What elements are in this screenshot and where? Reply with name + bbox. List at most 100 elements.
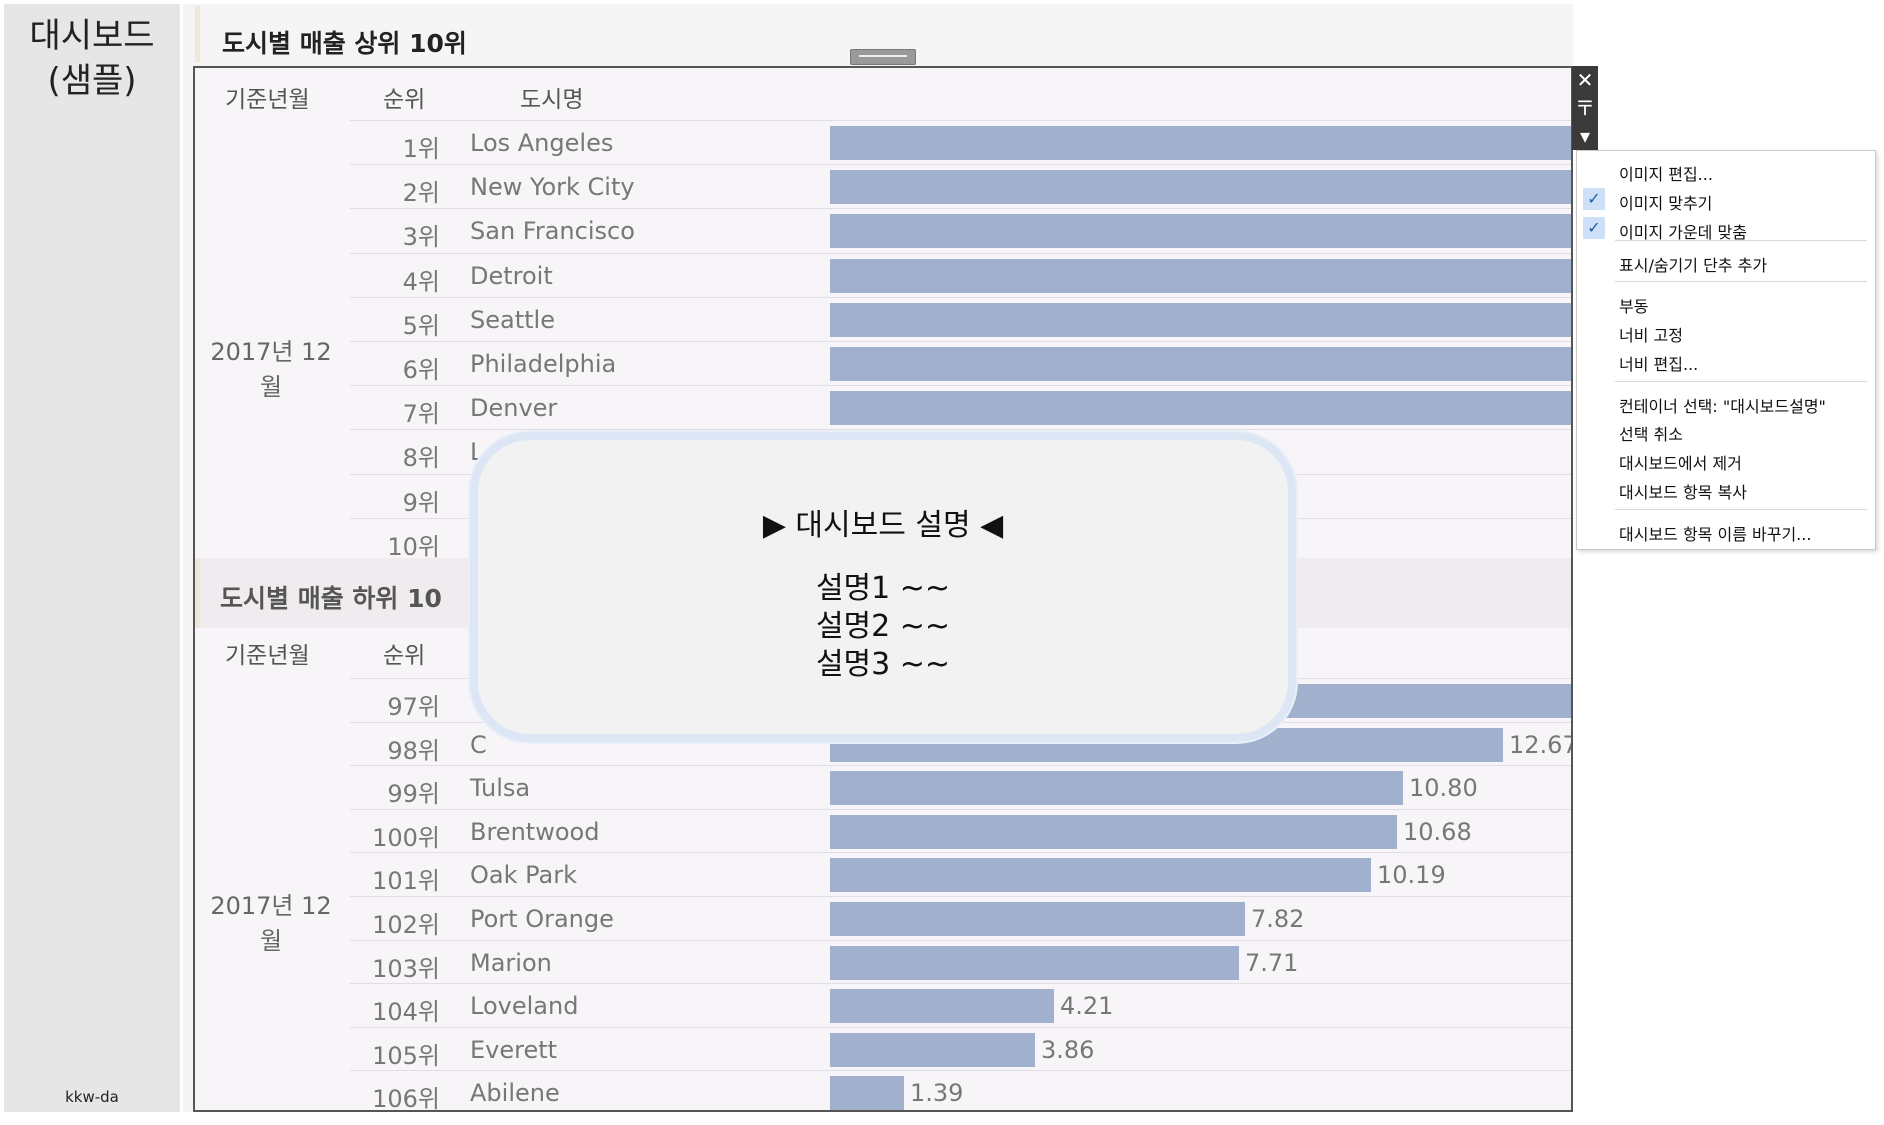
rank-cell: 1위: [402, 135, 440, 163]
rank-cell: 8위: [402, 444, 440, 473]
sales-bar[interactable]: [830, 170, 1571, 205]
sales-bar[interactable]: [830, 214, 1571, 249]
rank-cell: 9위: [402, 488, 440, 517]
rank-cell: 101위: [372, 867, 440, 896]
rank-cell: 6위: [402, 356, 440, 384]
menu-item[interactable]: 대시보드에서 제거: [1619, 454, 1742, 473]
menu-separator: [1615, 281, 1867, 282]
rank-cell: 2위: [402, 179, 440, 208]
dropdown-icon[interactable]: ▾: [1579, 124, 1591, 148]
menu-item[interactable]: 이미지 편집...: [1619, 165, 1713, 184]
sales-bar[interactable]: [830, 347, 1571, 381]
menu-separator: [1615, 381, 1867, 382]
sales-bar[interactable]: [830, 814, 1397, 849]
description-line-3: 설명3 ~~: [815, 647, 951, 682]
city-cell: Brentwood: [470, 817, 600, 846]
sales-bar[interactable]: [830, 945, 1239, 980]
move-handle[interactable]: [850, 49, 916, 65]
value-label: 12.67: [1509, 730, 1573, 759]
city-cell: Detroit: [470, 261, 553, 290]
close-icon[interactable]: ✕: [1576, 68, 1594, 92]
rank-cell: 97위: [387, 693, 440, 721]
menu-item[interactable]: 컨테이너 선택: "대시보드설명": [1619, 397, 1826, 416]
city-cell: Tulsa: [470, 774, 531, 803]
description-line-1: 설명1 ~~: [815, 571, 951, 606]
rank-cell: 105위: [372, 1041, 440, 1070]
value-label: 7.71: [1245, 948, 1299, 977]
sidebar: 대시보드 (샘플) kkw-da: [4, 4, 180, 1112]
rank-cell: 3위: [402, 223, 440, 252]
value-label: 1.39: [910, 1079, 964, 1108]
rank-cell: 99위: [387, 780, 440, 809]
menu-item[interactable]: 이미지 가운데 맞춤: [1619, 223, 1747, 242]
table-row[interactable]: 102위 Port Orange 7.82: [350, 896, 1571, 941]
description-line-2: 설명2 ~~: [815, 609, 951, 644]
object-controls: ✕ 〒 ▾: [1572, 66, 1598, 150]
city-cell: Oak Park: [470, 861, 577, 890]
table-row[interactable]: 99위 Tulsa 10.80: [350, 765, 1571, 810]
check-icon: ✓: [1583, 217, 1605, 239]
table-row[interactable]: 6위Philadelphia101: [350, 341, 1571, 386]
value-label: 10.68: [1403, 817, 1472, 846]
sales-bar[interactable]: [830, 1076, 904, 1110]
dashboard-description-box[interactable]: ▶ 대시보드 설명 ◀ 설명1 ~~ 설명2 ~~ 설명3 ~~: [470, 432, 1296, 742]
bottom-title-text: 도시별 매출 하위 10: [220, 584, 442, 613]
sales-bar[interactable]: [830, 989, 1054, 1024]
table-row[interactable]: 4위Detroit103: [350, 252, 1571, 298]
table-row[interactable]: 7위Denver100: [350, 385, 1571, 430]
pin-icon[interactable]: 〒: [1575, 96, 1595, 120]
menu-item[interactable]: 부동: [1619, 297, 1649, 316]
table-row[interactable]: 101위 Oak Park 10.19: [350, 852, 1571, 897]
description-title: ▶ 대시보드 설명 ◀: [762, 508, 1004, 543]
city-cell: Marion: [470, 948, 552, 977]
menu-item[interactable]: 너비 편집...: [1619, 355, 1699, 374]
city-cell: Seattle: [470, 305, 555, 334]
table-row[interactable]: 105위 Everett 3.86: [350, 1026, 1571, 1072]
sales-bar[interactable]: [830, 1032, 1035, 1067]
sales-bar[interactable]: [830, 302, 1571, 337]
table-row[interactable]: 103위 Marion 7.71: [350, 939, 1571, 985]
menu-item[interactable]: 이미지 맞추기: [1619, 194, 1713, 213]
header-period: 기준년월: [225, 87, 310, 113]
table-row[interactable]: 5위Seattle102: [350, 296, 1571, 342]
city-cell: Everett: [470, 1035, 558, 1064]
menu-item[interactable]: 너비 고정: [1619, 326, 1683, 345]
rank-cell: 102위: [372, 911, 440, 939]
author-label: kkw-da: [65, 1088, 119, 1106]
dashboard-title: 대시보드 (샘플): [29, 16, 155, 101]
value-label: 3.86: [1041, 1035, 1095, 1064]
sales-bar[interactable]: [830, 771, 1403, 806]
menu-item[interactable]: 대시보드 항목 이름 바꾸기...: [1619, 525, 1812, 544]
context-menu: 이미지 편집... 이미지 맞추기 ✓ 이미지 가운데 맞춤 ✓ 표시/숨기기 단추 추가…: [1576, 150, 1876, 550]
header-rank: 순위: [383, 87, 426, 113]
rank-cell: 106위: [372, 1085, 440, 1112]
menu-item[interactable]: 선택 취소: [1619, 425, 1683, 444]
rank-cell: 5위: [402, 311, 440, 340]
menu-item[interactable]: 표시/숨기기 단추 추가: [1619, 256, 1768, 275]
header-period-bottom: 기준년월: [225, 643, 310, 669]
value-label: 7.82: [1251, 905, 1305, 933]
rank-cell: 100위: [372, 823, 440, 852]
rank-cell: 103위: [372, 954, 440, 983]
top-title-text: 도시별 매출 상위 10위: [222, 29, 467, 58]
sales-bar[interactable]: [830, 126, 1571, 160]
city-cell: New York City: [470, 173, 635, 202]
header-city: 도시명: [520, 87, 584, 113]
sales-bar[interactable]: [830, 258, 1571, 293]
sales-bar[interactable]: [830, 902, 1245, 936]
sales-bar[interactable]: [830, 391, 1571, 426]
city-cell: Loveland: [470, 992, 579, 1021]
top-period-label: 2017년 12월: [210, 338, 332, 401]
bottom-period-label: 2017년 12월: [210, 892, 332, 955]
city-cell: Philadelphia: [470, 350, 617, 378]
value-label: 4.21: [1060, 992, 1114, 1021]
table-row[interactable]: 100위 Brentwood 10.68: [350, 808, 1571, 854]
rank-cell: 4위: [402, 267, 440, 296]
sales-bar[interactable]: [830, 858, 1371, 893]
menu-item[interactable]: 대시보드 항목 복사: [1619, 483, 1747, 502]
table-row[interactable]: 106위 Abilene 1.39: [350, 1070, 1571, 1112]
table-row[interactable]: 104위 Loveland 4.21: [350, 983, 1571, 1028]
